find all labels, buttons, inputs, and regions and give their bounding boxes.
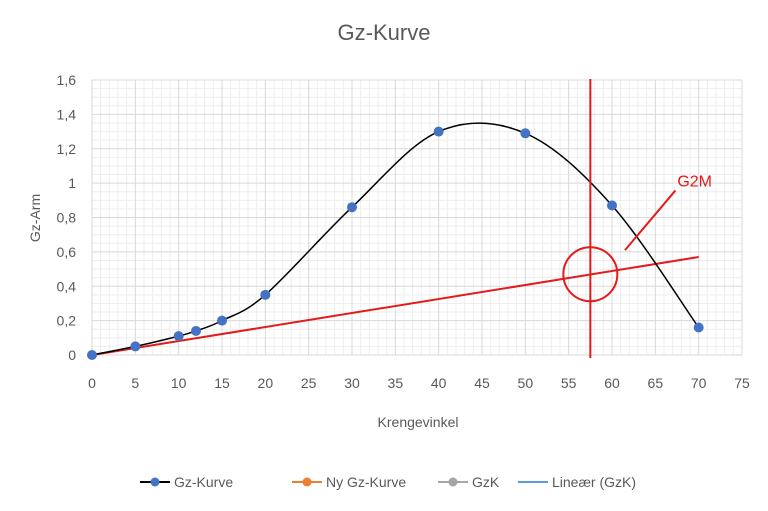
y-axis-ticks: 0 0,2 0,4 0,6 0,8 1 1,2 1,4 1,6 — [57, 72, 77, 363]
x-tick-label: 15 — [214, 375, 230, 391]
y-tick-label: 0,6 — [57, 244, 77, 260]
x-tick-label: 60 — [604, 375, 620, 391]
x-tick-label: 30 — [344, 375, 360, 391]
x-tick-label: 10 — [171, 375, 187, 391]
major-grid — [91, 79, 743, 356]
x-tick-label: 45 — [474, 375, 490, 391]
x-tick-label: 5 — [131, 375, 139, 391]
data-point — [433, 126, 444, 137]
x-tick-label: 70 — [691, 375, 707, 391]
x-axis-ticks: 0 5 10 15 20 25 30 35 40 45 50 55 60 65 70 75 — [88, 375, 750, 391]
legend-swatch-marker — [302, 477, 312, 487]
data-point — [217, 315, 227, 326]
red-trend-line — [91, 256, 699, 356]
x-tick-label: 0 — [88, 375, 96, 391]
data-point — [87, 350, 97, 360]
y-tick-label: 0,2 — [57, 313, 77, 329]
data-point — [173, 331, 184, 342]
annotation-label: G2M — [677, 174, 712, 191]
x-tick-label: 75 — [734, 375, 750, 391]
data-point — [347, 202, 357, 213]
y-tick-label: 0 — [68, 347, 76, 363]
g2m-annotation: G2M — [562, 79, 712, 358]
data-point — [520, 128, 531, 139]
legend-swatch-marker — [448, 477, 458, 487]
x-tick-label: 25 — [301, 375, 317, 391]
legend-label: GzK — [472, 474, 500, 490]
x-tick-label: 20 — [258, 375, 274, 391]
y-tick-label: 0,8 — [57, 210, 77, 226]
y-axis-title: Gz-Arm — [27, 194, 43, 242]
y-tick-label: 1,2 — [57, 141, 77, 157]
legend-label: Lineær (GzK) — [552, 474, 636, 490]
data-point — [607, 200, 617, 211]
y-tick-label: 0,4 — [57, 278, 77, 294]
x-tick-label: 55 — [561, 375, 577, 391]
data-point — [191, 325, 201, 336]
data-point — [693, 322, 704, 333]
y-tick-label: 1 — [68, 175, 76, 191]
y-tick-label: 1,6 — [57, 72, 77, 88]
red-line — [91, 256, 699, 356]
chart-title: Gz-Kurve — [338, 20, 431, 45]
x-tick-label: 65 — [648, 375, 664, 391]
highlight-circle — [562, 246, 619, 303]
x-axis-title: Krengevinkel — [378, 414, 459, 430]
x-tick-label: 35 — [388, 375, 404, 391]
x-tick-label: 50 — [518, 375, 534, 391]
annotation-pointer — [624, 189, 677, 251]
legend-label: Gz-Kurve — [174, 474, 233, 490]
legend-swatch-marker — [150, 477, 160, 487]
legend-label: Ny Gz-Kurve — [326, 474, 406, 490]
y-tick-label: 1,4 — [57, 106, 77, 122]
data-point — [130, 341, 141, 352]
data-point — [260, 289, 271, 300]
legend: Gz-Kurve Ny Gz-Kurve GzK Lineær (GzK) — [140, 474, 636, 490]
x-tick-label: 40 — [431, 375, 447, 391]
gz-curve-points — [87, 126, 704, 360]
